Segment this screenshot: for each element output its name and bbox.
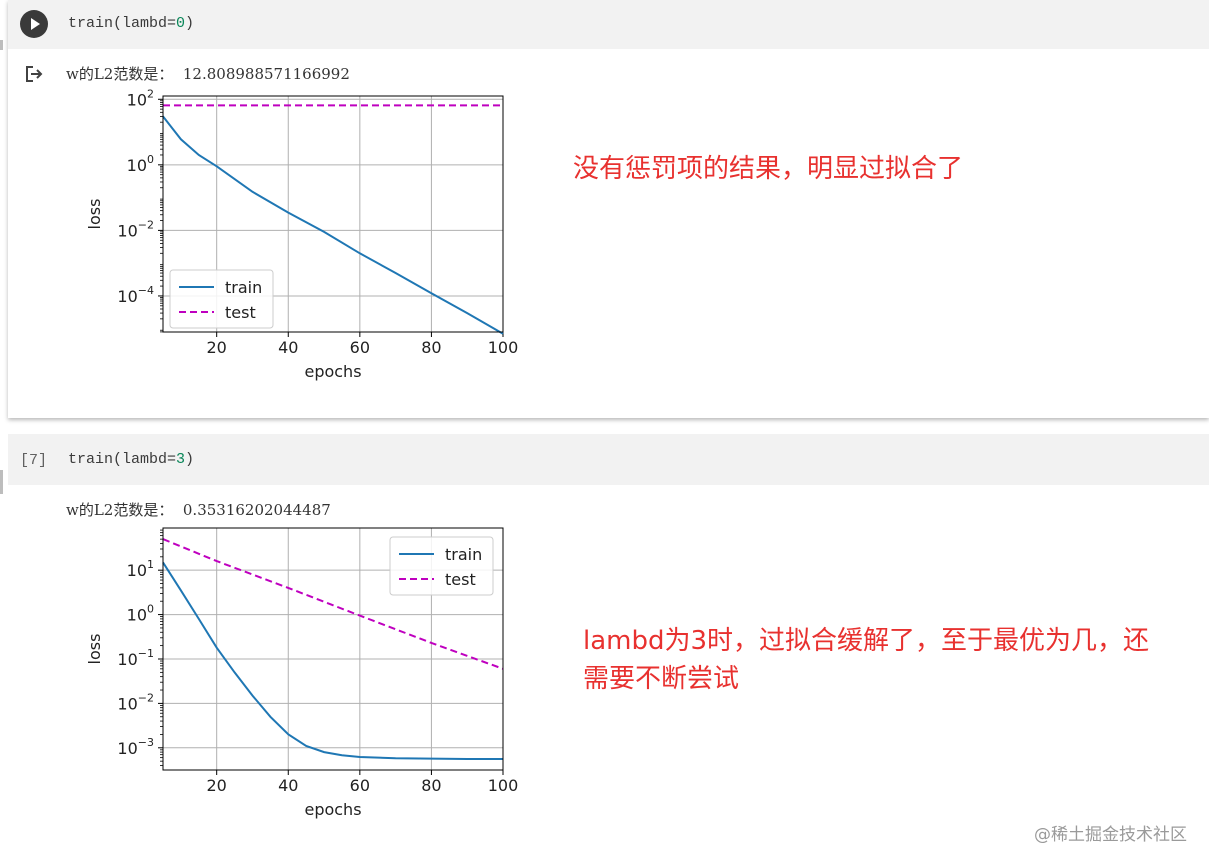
legend-label-test: test bbox=[225, 303, 256, 322]
x-axis-label: epochs bbox=[304, 362, 361, 381]
cell-input-area[interactable]: [7] train(lambd=3) bbox=[8, 434, 1209, 485]
y-tick-label: 10−2 bbox=[117, 691, 154, 713]
y-tick-label: 10−4 bbox=[117, 284, 154, 306]
x-tick-label: 40 bbox=[278, 338, 298, 357]
legend-label-train: train bbox=[445, 545, 482, 564]
x-tick-label: 20 bbox=[207, 338, 227, 357]
loss-chart-2: 20 40 60 80 100 101 100 10−1 10−2 10−3 epochs loss t… bbox=[85, 527, 519, 819]
loss-chart-1: 20 40 60 80 100 102 100 10−2 10−4 epochs loss train… bbox=[85, 88, 519, 381]
legend-box bbox=[389, 536, 494, 596]
execution-count: [7] bbox=[20, 452, 48, 469]
cell-input-area[interactable]: train(lambd=0) bbox=[8, 0, 1209, 49]
watermark: @稀土掘金技术社区 bbox=[1034, 825, 1187, 845]
x-tick-label: 60 bbox=[350, 776, 370, 795]
play-icon bbox=[31, 18, 40, 30]
annotation-2-line: lambd为3时，过拟合缓解了，至于最优为几，还 bbox=[583, 626, 1150, 656]
code-cell-1: train(lambd=0) w的L2范数是： 12.8089885711669… bbox=[8, 0, 1209, 418]
plot-frame bbox=[162, 95, 504, 333]
x-tick-label: 100 bbox=[488, 338, 519, 357]
plot-frame bbox=[162, 527, 504, 771]
x-tick-label: 60 bbox=[350, 338, 370, 357]
series-line-train bbox=[162, 561, 503, 760]
legend-label-train: train bbox=[225, 278, 262, 297]
code-line[interactable]: train(lambd=0) bbox=[68, 15, 195, 32]
x-tick-label: 80 bbox=[421, 776, 441, 795]
output-text: w的L2范数是： 0.35316202044487 bbox=[66, 501, 331, 519]
x-tick-label: 100 bbox=[488, 776, 519, 795]
left-edge-mark bbox=[0, 40, 3, 50]
annotation-1: 没有惩罚项的结果，明显过拟合了 bbox=[573, 154, 964, 184]
y-tick-label: 100 bbox=[127, 153, 154, 175]
legend-box bbox=[169, 269, 274, 329]
y-tick-label: 101 bbox=[127, 558, 154, 580]
y-tick-label: 102 bbox=[127, 88, 154, 109]
x-tick-label: 40 bbox=[278, 776, 298, 795]
output-text: w的L2范数是： 12.808988571166992 bbox=[66, 65, 350, 83]
y-axis-label: loss bbox=[85, 634, 104, 665]
legend-label-test: test bbox=[445, 570, 476, 589]
annotation-2-line: 需要不断尝试 bbox=[583, 664, 740, 694]
y-tick-label: 100 bbox=[127, 603, 154, 625]
y-tick-label: 10−1 bbox=[117, 647, 154, 669]
x-tick-label: 20 bbox=[207, 776, 227, 795]
code-line[interactable]: train(lambd=3) bbox=[68, 451, 195, 468]
x-tick-label: 80 bbox=[421, 338, 441, 357]
y-axis-label: loss bbox=[85, 199, 104, 230]
y-tick-label: 10−3 bbox=[117, 736, 154, 758]
annotation-2: lambd为3时，过拟合缓解了，至于最优为几，还 需要不断尝试 bbox=[583, 622, 1149, 698]
x-axis-label: epochs bbox=[304, 800, 361, 819]
code-cell-2: [7] train(lambd=3) w的L2范数是： 0.3531620204… bbox=[8, 434, 1209, 867]
y-tick-label: 10−2 bbox=[117, 218, 154, 240]
output-arrow-icon[interactable] bbox=[24, 64, 44, 84]
run-cell-button[interactable] bbox=[20, 10, 48, 38]
series-line-train bbox=[162, 115, 504, 335]
left-edge-mark bbox=[0, 470, 3, 494]
series-line-test bbox=[162, 538, 504, 670]
